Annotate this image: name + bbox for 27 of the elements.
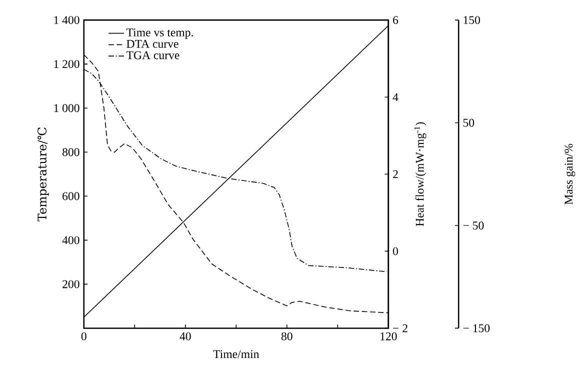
y-tick-label: 400 [62,236,80,244]
y3-tick-label: 150 [464,16,480,24]
y2-tick-label: 6 [393,16,398,24]
y-axis-title: Temperature/℃ [38,127,49,222]
y3-tick-label: 50 [463,118,474,127]
y-tick-label: 1 400 [54,16,80,24]
x-tick-label: 120 [380,332,397,340]
y2-tick-label: 4 [392,93,398,101]
y3-tick-label: − 50 [463,221,484,230]
y-tick-label: 1 200 [54,60,80,68]
y2-axis-title: Heat flow/(mW·mg$^{-1}$) [414,122,426,226]
x-axis-title: Time/min [213,350,260,358]
y2-tick-label: − 2 [393,324,408,332]
y2-tick-label: 2 [393,170,398,178]
y-tick-label: 800 [62,148,80,156]
y3-axis-title: Mass gain/% [564,144,576,204]
legend-label: TGA curve [126,51,180,60]
y-tick-label: 200 [62,280,80,288]
legend-label: DTA curve [126,40,178,48]
legend-label: Time vs temp. [126,28,193,39]
y3-tick-label: − 150 [463,324,490,332]
x-tick-label: 80 [281,332,292,340]
y-tick-label: 600 [62,192,80,200]
x-tick-label: 40 [180,332,191,340]
x-tick-label: 0 [81,332,86,340]
y2-tick-label: 0 [392,247,398,256]
y-tick-label: 1 000 [54,104,80,112]
